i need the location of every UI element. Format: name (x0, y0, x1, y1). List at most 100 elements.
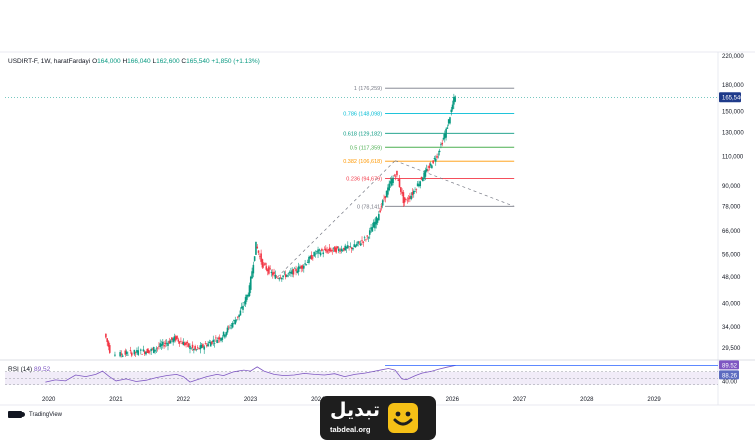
candle-body (182, 341, 185, 346)
candle-body (154, 349, 156, 352)
candle-body (415, 189, 418, 190)
candle-body (374, 221, 376, 229)
candle-body (127, 354, 129, 356)
x-tick-label: 2022 (177, 397, 191, 403)
last-price-label: 165,540 (722, 95, 744, 101)
candle-body (450, 109, 453, 113)
candle-body (225, 332, 227, 336)
candle-body (165, 342, 168, 344)
candle-body (180, 341, 182, 342)
candle-body (215, 337, 217, 339)
candle-body (137, 350, 140, 355)
change-value: +1,850 (+1.13%) (211, 58, 260, 65)
candle-body (271, 272, 274, 276)
candle-body (396, 170, 398, 176)
candle-body (287, 273, 290, 275)
candle-body (427, 169, 429, 171)
y-tick-label: 90,000 (722, 184, 741, 190)
candle-body (293, 268, 296, 269)
candle-body (151, 348, 154, 350)
candle-body (423, 172, 425, 179)
candle-body (243, 302, 246, 304)
x-tick-label: 2028 (580, 397, 594, 403)
fib-level-label: 0 (78,141) (357, 204, 382, 210)
candle-body (314, 253, 317, 255)
candle-body (343, 247, 345, 251)
candle-body (394, 176, 397, 178)
candle-body (209, 342, 212, 347)
candle-body (162, 341, 164, 345)
y-tick-label: 78,000 (722, 205, 741, 211)
tabdeal-logo: تبدیل tabdeal.org (320, 396, 436, 440)
candle-body (119, 352, 121, 357)
candle-body (145, 351, 147, 355)
candle-body (239, 310, 242, 316)
candle-body (337, 248, 340, 252)
y-tick-label: 150,000 (722, 110, 744, 116)
rsi-value-label: 89.52 (722, 363, 738, 369)
candle-body (429, 163, 432, 166)
candle-body (296, 270, 299, 273)
candle-body (319, 252, 322, 256)
y-tick-label: 66,000 (722, 229, 741, 235)
candle-body (390, 179, 393, 186)
candle-body (401, 191, 403, 194)
open-value: 164,000 (97, 58, 121, 65)
candle-body (301, 265, 304, 269)
candle-body (146, 348, 149, 353)
candle-body (356, 243, 358, 246)
candle-body (339, 250, 341, 252)
candle-body (345, 246, 348, 249)
candle-body (121, 355, 124, 357)
candle-body (173, 336, 176, 341)
candle-body (375, 217, 378, 225)
candle-body (181, 342, 184, 345)
candle-body (405, 199, 407, 200)
fib-level-label: 0.618 (129,182) (343, 131, 382, 137)
candle-body (273, 271, 275, 274)
candle-body (221, 337, 224, 340)
x-tick-label: 2027 (513, 397, 527, 403)
candle-body (418, 184, 420, 187)
low-label: L (152, 58, 157, 65)
candle-body (425, 168, 428, 172)
candles-group (105, 93, 456, 358)
candle-body (247, 294, 249, 297)
candle-body (242, 305, 244, 310)
candle-body (142, 349, 145, 352)
candle-body (419, 181, 422, 187)
y-tick-label: 220,000 (722, 54, 744, 60)
candle-body (159, 343, 162, 347)
candle-body (383, 198, 385, 200)
candle-body (199, 345, 202, 350)
candle-body (141, 354, 143, 355)
candle-body (171, 337, 173, 340)
candle-body (397, 179, 400, 181)
candle-body (454, 96, 456, 102)
candle-body (400, 187, 402, 192)
candle-body (378, 214, 380, 221)
candle-body (213, 343, 216, 344)
candle-body (313, 252, 315, 257)
candle-body (376, 218, 379, 223)
candle-body (147, 349, 150, 354)
candle-body (422, 178, 424, 182)
candle-body (281, 277, 283, 280)
candle-body (327, 249, 330, 251)
candle-body (424, 170, 427, 177)
candle-body (406, 200, 409, 202)
candle-body (114, 354, 116, 356)
candle-body (362, 241, 365, 243)
candle-body (310, 254, 313, 260)
rsi-tick-label: 40.00 (722, 380, 738, 386)
candle-body (431, 165, 433, 169)
candle-body (328, 247, 331, 252)
candle-body (344, 245, 347, 251)
candle-body (388, 183, 390, 191)
symbol-name: USDIRT-F, 1W, haratFardayi (8, 58, 91, 65)
candle-body (368, 230, 371, 235)
candle-body (226, 327, 229, 333)
close-value: 165,540 (186, 58, 210, 65)
candle-body (129, 350, 132, 351)
candle-body (158, 346, 160, 347)
